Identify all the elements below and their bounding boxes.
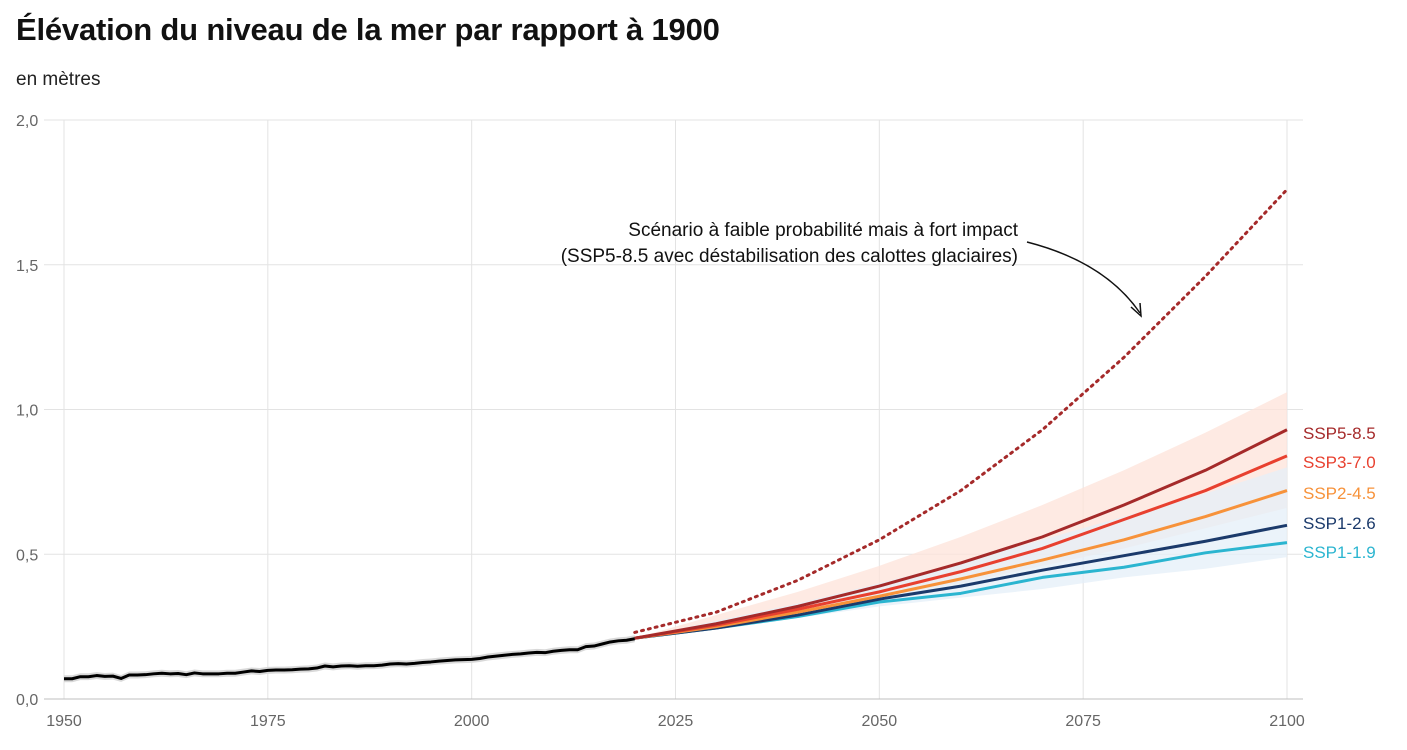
series-line: [634, 523, 1288, 640]
annotation-line-1: Scénario à faible probabilité mais à for…: [628, 220, 1018, 241]
annotation-layer: Scénario à faible probabilité mais à for…: [561, 220, 1142, 318]
observed-band: [64, 635, 635, 683]
x-tick-label: 2050: [862, 713, 898, 730]
chart-title: Élévation du niveau de la mer par rappor…: [16, 12, 720, 47]
x-tick-label: 2000: [454, 713, 490, 730]
series-label: SSP3-7.0: [1303, 453, 1376, 472]
x-tick-label: 2100: [1269, 713, 1305, 730]
annotation-arrow-line: [1026, 241, 1141, 314]
x-tick-label: 2025: [658, 713, 694, 730]
chart-subtitle: en mètres: [16, 69, 101, 90]
y-tick-label: 1,0: [16, 403, 38, 420]
series-label: SSP1-1.9: [1303, 543, 1376, 562]
series-line: [634, 489, 1288, 640]
y-tick-label: 0,0: [16, 692, 38, 709]
confidence-bands: [64, 392, 1287, 683]
series-lines: SSP5-8.5 SSP3-7.0 SSP2-4.5 SSP1-2.6 SSP1-1.9: [64, 187, 1376, 681]
annotation-arrow-head: [1130, 302, 1142, 318]
annotation-line-2: (SSP5-8.5 avec déstabilisation des calot…: [561, 246, 1018, 267]
x-tick-label: 1975: [250, 713, 286, 730]
x-tick-label: 2075: [1065, 713, 1101, 730]
series-line: [634, 428, 1288, 640]
high-impact-line: [633, 187, 1289, 634]
series-label: SSP2-4.5: [1303, 484, 1376, 503]
y-tick-label: 1,5: [16, 258, 38, 275]
series-label: SSP5-8.5: [1303, 424, 1376, 443]
axis-labels: 0,0 0,5 1,0 1,5 2,0 1950 1975 2000 2025 2050 2075 2…: [16, 113, 1305, 730]
y-tick-label: 0,5: [16, 547, 38, 564]
observed-line: [64, 637, 635, 681]
y-tick-label: 2,0: [16, 113, 38, 130]
series-line: [634, 454, 1288, 640]
confidence-band: [634, 467, 1287, 639]
x-tick-label: 1950: [46, 713, 82, 730]
series-label: SSP1-2.6: [1303, 514, 1376, 533]
grid-layer: [44, 119, 1303, 700]
